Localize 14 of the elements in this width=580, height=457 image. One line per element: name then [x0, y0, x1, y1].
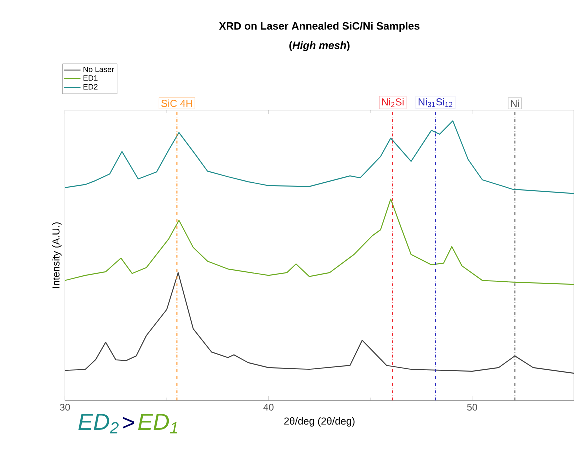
text: ED$_{2}$: [78, 414, 119, 434]
ref-line-label: Ni$_{2}$Si: [382, 98, 404, 108]
x-tick-label: 50: [467, 404, 478, 411]
ref-line-label: SiC 4H: [162, 100, 192, 108]
chart-title: XRD on Laser Annealed SiC/Ni Samples: [219, 22, 420, 32]
x-axis-title: 2θ/deg (2θ/deg): [284, 418, 355, 428]
x-tick-label: 40: [264, 404, 274, 411]
chart-subtitle: (High mesh): [290, 42, 350, 52]
y-axis-title: Intensity (A.U.): [52, 222, 62, 288]
ref-line-label: Ni: [511, 100, 520, 108]
text: ED$_{1}$: [138, 414, 178, 434]
x-tick-label: 30: [60, 404, 70, 411]
ref-line-label: Ni$_{31}$Si$_{12}$: [418, 98, 453, 108]
text: >: [123, 417, 134, 429]
